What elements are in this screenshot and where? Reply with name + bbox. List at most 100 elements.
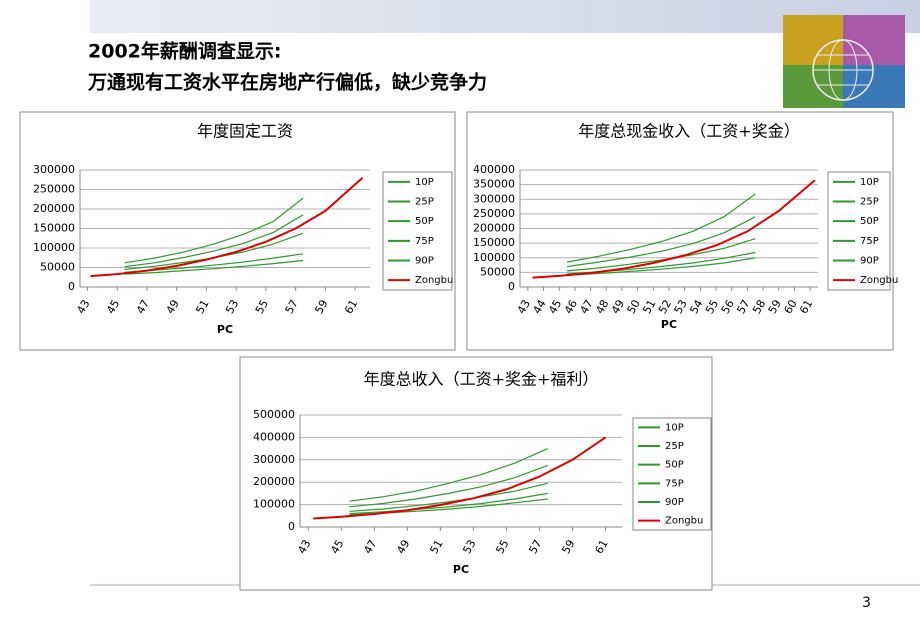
x-tick-label: 51	[640, 298, 658, 317]
x-tick-label: 55	[253, 298, 271, 317]
series-line	[567, 216, 756, 268]
x-tick-label: 48	[593, 298, 611, 317]
x-tick-label: 61	[797, 298, 815, 317]
y-tick-label: 150000	[473, 236, 515, 249]
y-tick-label: 250000	[33, 183, 75, 196]
x-tick-label: 56	[719, 298, 737, 317]
y-tick-label: 400000	[253, 430, 295, 443]
y-tick-label: 100000	[253, 498, 295, 511]
y-tick-label: 100000	[473, 251, 515, 264]
x-tick-label: 57	[283, 298, 301, 317]
x-tick-label: 49	[609, 298, 627, 317]
legend-label: 10P	[415, 177, 434, 188]
y-tick-label: 300000	[473, 192, 515, 205]
x-tick-label: 59	[312, 298, 330, 317]
x-tick-label: 61	[592, 538, 610, 557]
x-tick-label: 49	[394, 538, 412, 557]
x-tick-label: 60	[781, 298, 799, 317]
y-tick-label: 0	[508, 280, 515, 293]
y-tick-label: 250000	[473, 207, 515, 220]
x-axis-label: PC	[661, 318, 677, 331]
series-line	[349, 464, 548, 508]
page-number: 3	[862, 595, 871, 611]
legend-label: 90P	[860, 256, 879, 267]
y-tick-label: 200000	[33, 202, 75, 215]
y-tick-label: 400000	[473, 163, 515, 176]
y-tick-label: 50000	[40, 261, 75, 274]
chart-title: 年度总现金收入（工资+奖金）	[578, 122, 799, 141]
legend-label: 25P	[665, 441, 684, 452]
x-tick-label: 43	[295, 538, 313, 557]
legend-label: Zongbu	[665, 516, 703, 527]
legend-label: 25P	[860, 197, 879, 208]
series-line	[124, 197, 304, 264]
x-tick-label: 47	[134, 298, 152, 317]
legend-label: Zongbu	[415, 275, 453, 286]
x-tick-label: 57	[734, 298, 752, 317]
x-tick-label: 44	[530, 298, 548, 317]
x-tick-label: 46	[562, 298, 580, 317]
chart-frame	[466, 111, 894, 351]
y-tick-label: 0	[288, 520, 295, 533]
series-line	[567, 257, 756, 276]
x-tick-label: 43	[74, 298, 92, 317]
legend-label: 50P	[860, 216, 879, 227]
x-tick-label: 58	[750, 298, 768, 317]
series-line	[349, 492, 548, 515]
legend-label: Zongbu	[860, 275, 898, 286]
x-tick-label: 45	[328, 538, 346, 557]
chart-title: 年度总收入（工资+奖金+福利）	[364, 370, 599, 389]
legend-frame	[632, 417, 712, 531]
header-band	[90, 0, 920, 33]
y-tick-label: 200000	[473, 222, 515, 235]
legend-label: 10P	[860, 177, 879, 188]
series-line	[349, 448, 548, 502]
legend-label: 90P	[665, 497, 684, 508]
x-tick-label: 53	[223, 298, 241, 317]
x-tick-label: 45	[104, 298, 122, 317]
legend-frame	[382, 171, 453, 291]
legend-label: 90P	[415, 256, 434, 267]
legend-label: 50P	[665, 460, 684, 471]
y-tick-label: 50000	[480, 265, 515, 278]
legend-label: 75P	[415, 236, 434, 247]
slide-subtitle: 万通现有工资水平在房地产行偏低，缺少竞争力	[87, 71, 487, 94]
y-tick-label: 100000	[33, 241, 75, 254]
y-tick-label: 300000	[253, 453, 295, 466]
x-tick-label: 43	[515, 298, 533, 317]
x-tick-label: 45	[546, 298, 564, 317]
x-tick-label: 59	[559, 538, 577, 557]
legend-label: 10P	[665, 422, 684, 433]
x-tick-label: 52	[656, 298, 674, 317]
logo	[783, 15, 905, 108]
x-tick-label: 51	[427, 538, 445, 557]
x-tick-label: 53	[460, 538, 478, 557]
x-tick-label: 53	[672, 298, 690, 317]
x-tick-label: 61	[342, 298, 360, 317]
legend-label: 75P	[860, 236, 879, 247]
series-line	[313, 436, 607, 520]
y-tick-label: 0	[68, 280, 75, 293]
legend-label: 75P	[665, 478, 684, 489]
x-axis-label: PC	[217, 323, 233, 336]
x-tick-label: 47	[361, 538, 379, 557]
series-line	[124, 259, 304, 275]
x-tick-label: 54	[687, 298, 705, 317]
x-tick-label: 55	[493, 538, 511, 557]
y-tick-label: 150000	[33, 222, 75, 235]
series-line	[349, 482, 548, 512]
legend-frame	[827, 171, 891, 291]
x-axis-label: PC	[453, 563, 469, 576]
x-tick-label: 55	[703, 298, 721, 317]
x-tick-label: 50	[625, 298, 643, 317]
x-tick-label: 59	[766, 298, 784, 317]
series-line	[566, 193, 756, 263]
y-tick-label: 300000	[33, 163, 75, 176]
legend-label: 25P	[415, 197, 434, 208]
series-line	[124, 214, 304, 268]
slide-title: 2002年薪酬调查显示:	[88, 40, 281, 63]
series-line	[90, 177, 364, 278]
y-tick-label: 350000	[473, 178, 515, 191]
